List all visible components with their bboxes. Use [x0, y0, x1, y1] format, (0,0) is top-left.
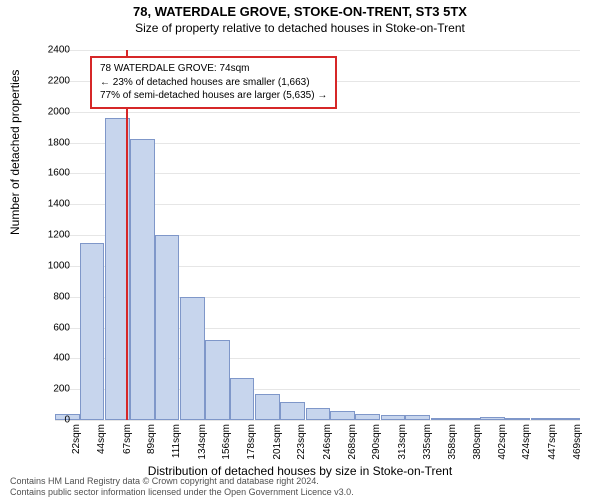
credit-line-1: Contains HM Land Registry data © Crown c… [10, 476, 354, 487]
y-tick-label: 1600 [40, 168, 70, 179]
x-tick-label: 156sqm [221, 424, 232, 460]
y-tick-label: 1000 [40, 260, 70, 271]
histogram-chart: 78 WATERDALE GROVE: 74sqm← 23% of detach… [55, 50, 580, 420]
y-tick-label: 2200 [40, 75, 70, 86]
x-tick-label: 290sqm [371, 424, 382, 460]
legend-line1: 78 WATERDALE GROVE: 74sqm [100, 62, 327, 76]
histogram-bar [230, 378, 255, 420]
y-tick-label: 1400 [40, 199, 70, 210]
x-tick-label: 335sqm [422, 424, 433, 460]
y-tick-label: 400 [40, 353, 70, 364]
histogram-bar [155, 235, 180, 420]
gridline [55, 50, 580, 51]
x-tick-label: 313sqm [397, 424, 408, 460]
histogram-bar [531, 418, 556, 420]
histogram-bar [381, 415, 406, 420]
x-tick-label: 89sqm [146, 424, 157, 454]
x-tick-label: 134sqm [197, 424, 208, 460]
histogram-bar [330, 411, 355, 420]
y-tick-label: 800 [40, 291, 70, 302]
histogram-bar [180, 297, 205, 420]
histogram-bar [505, 418, 530, 420]
y-tick-label: 1200 [40, 230, 70, 241]
legend-box: 78 WATERDALE GROVE: 74sqm← 23% of detach… [90, 56, 337, 109]
y-axis-label: Number of detached properties [8, 70, 22, 235]
x-tick-label: 67sqm [122, 424, 133, 454]
x-tick-label: 178sqm [246, 424, 257, 460]
y-tick-label: 600 [40, 322, 70, 333]
legend-line3: 77% of semi-detached houses are larger (… [100, 89, 327, 103]
x-tick-label: 268sqm [347, 424, 358, 460]
x-tick-label: 380sqm [472, 424, 483, 460]
histogram-bar [255, 394, 280, 420]
histogram-bar [456, 418, 481, 420]
page-title: 78, WATERDALE GROVE, STOKE-ON-TRENT, ST3… [0, 4, 600, 19]
y-tick-label: 1800 [40, 137, 70, 148]
legend-line2: ← 23% of detached houses are smaller (1,… [100, 76, 327, 90]
x-tick-label: 358sqm [447, 424, 458, 460]
x-tick-label: 22sqm [71, 424, 82, 454]
y-tick-label: 2400 [40, 45, 70, 56]
gridline [55, 420, 580, 421]
gridline [55, 112, 580, 113]
histogram-bar [80, 243, 105, 420]
histogram-bar [130, 139, 155, 420]
histogram-bar [205, 340, 230, 420]
x-tick-label: 44sqm [96, 424, 107, 454]
y-tick-label: 2000 [40, 106, 70, 117]
histogram-bar [280, 402, 305, 421]
histogram-bar [555, 418, 580, 420]
histogram-bar [405, 415, 430, 420]
plot-area: 78 WATERDALE GROVE: 74sqm← 23% of detach… [55, 50, 580, 420]
credits: Contains HM Land Registry data © Crown c… [10, 476, 354, 499]
histogram-bar [431, 418, 456, 420]
histogram-bar [480, 417, 505, 420]
x-tick-label: 246sqm [322, 424, 333, 460]
y-tick-label: 200 [40, 384, 70, 395]
y-tick-label: 0 [40, 415, 70, 426]
x-tick-label: 424sqm [521, 424, 532, 460]
page-subtitle: Size of property relative to detached ho… [0, 21, 600, 35]
x-tick-label: 111sqm [171, 424, 182, 458]
x-tick-label: 223sqm [296, 424, 307, 460]
credit-line-2: Contains public sector information licen… [10, 487, 354, 498]
x-tick-label: 402sqm [497, 424, 508, 460]
histogram-bar [306, 408, 331, 420]
x-tick-label: 469sqm [572, 424, 583, 460]
title-block: 78, WATERDALE GROVE, STOKE-ON-TRENT, ST3… [0, 0, 600, 35]
x-tick-label: 447sqm [547, 424, 558, 460]
x-tick-label: 201sqm [272, 424, 283, 460]
histogram-bar [355, 414, 380, 420]
